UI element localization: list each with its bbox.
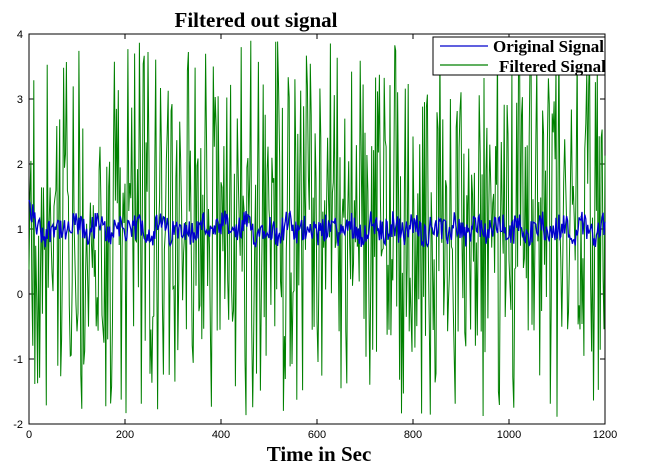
y-tick-label: 0 [17,289,23,301]
x-tick-label: 1000 [497,429,521,441]
y-tick-label: -2 [13,419,23,431]
original-signal-line [28,199,606,248]
y-tick-label: 4 [17,29,23,41]
filtered-signal-series [28,40,606,417]
y-tick-label: 2 [17,159,23,171]
legend-original-label: Original Signal [493,37,604,56]
x-tick-label: 800 [404,429,422,441]
filtered-signal-line [28,40,606,417]
y-tick-label: -1 [13,354,23,366]
legend-box [432,36,606,76]
original-signal-series [28,199,606,248]
x-tick-label: 600 [308,429,326,441]
x-tick-label: 1200 [593,429,617,441]
x-tick-label: 400 [212,429,230,441]
x-tick-label: 200 [116,429,134,441]
legend: Original Signal Filtered Signal [432,36,606,76]
y-tick-label: 3 [17,94,23,106]
legend-filtered-label: Filtered Signal [499,57,606,76]
y-tick-label: 1 [17,224,23,236]
chart-title: Filtered out signal [175,8,338,32]
x-axis-label: Time in Sec [267,442,372,466]
x-tick-label: 0 [26,429,32,441]
